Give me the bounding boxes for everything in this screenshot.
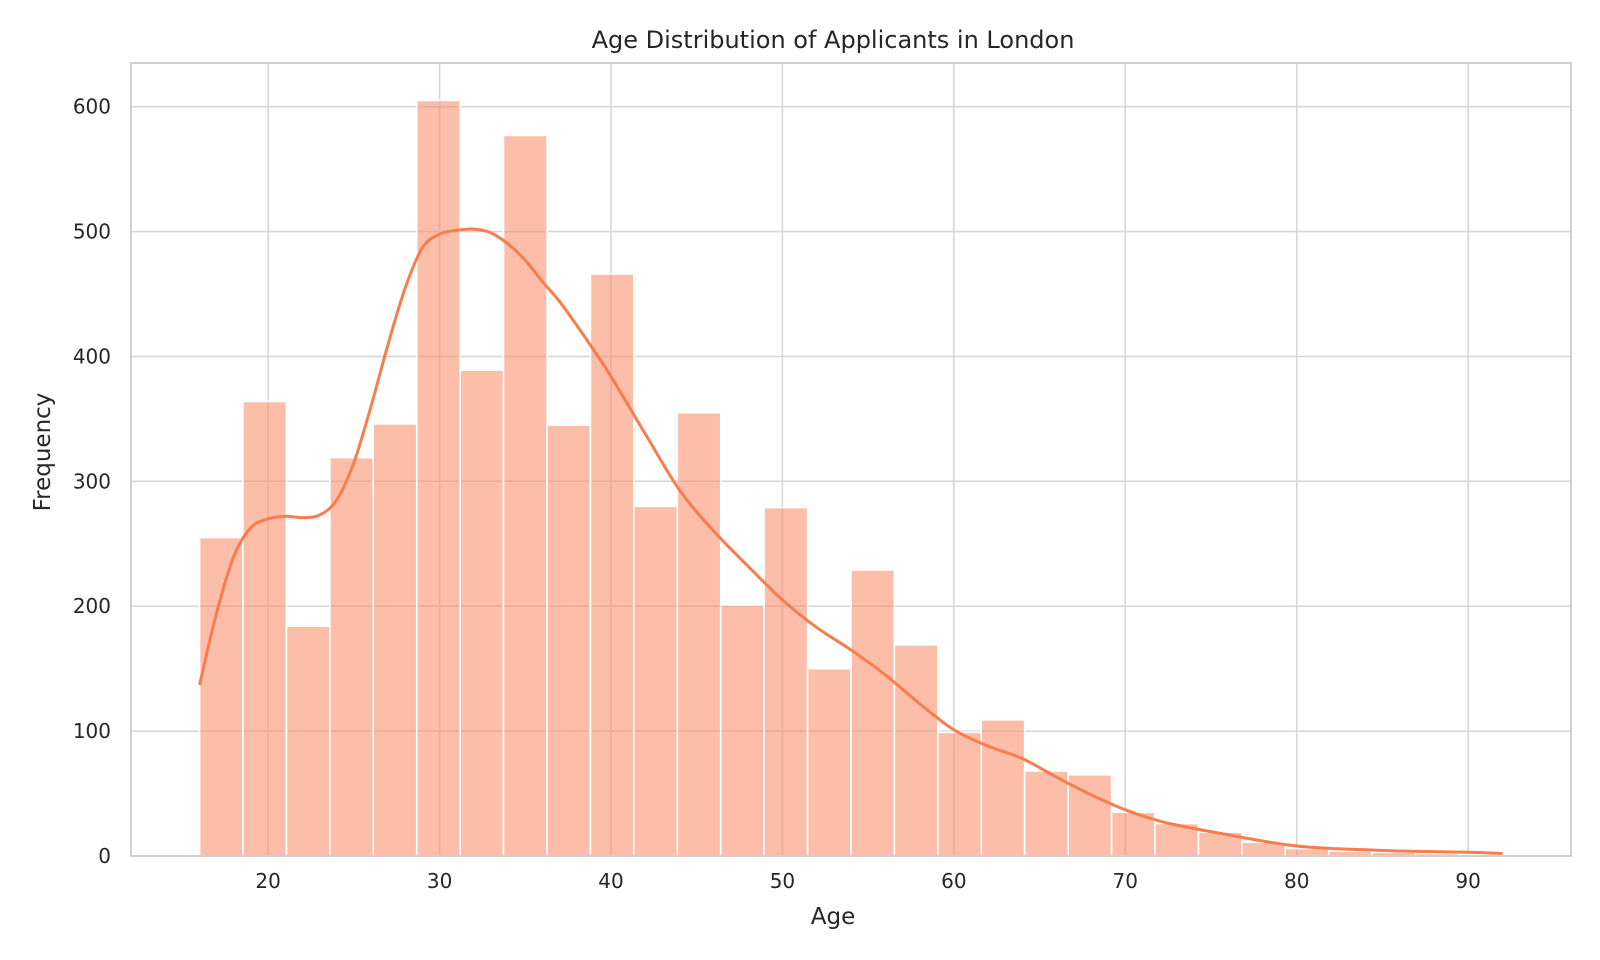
chart-title: Age Distribution of Applicants in London [592,26,1075,54]
x-tick-label: 70 [1113,869,1138,893]
y-tick-label: 100 [73,719,111,743]
histogram-bar [242,400,288,857]
x-tick-label: 90 [1455,869,1480,893]
y-tick-label: 600 [73,95,111,119]
histogram-bar [546,424,592,857]
histogram-bar [285,625,331,857]
histogram-bar [372,423,418,857]
y-tick-label: 0 [98,844,111,868]
x-tick-label: 60 [941,869,966,893]
y-tick-label: 300 [73,469,111,493]
histogram-bar [198,536,244,857]
histogram-bar [676,411,722,857]
y-tick-label: 200 [73,594,111,618]
plot-frame [130,62,1572,857]
x-tick-label: 50 [770,869,795,893]
x-tick-label: 20 [255,869,280,893]
y-axis-label: Frequency [30,393,56,512]
histogram-bar [893,644,939,857]
histogram-bar [632,505,679,857]
x-tick-label: 30 [427,869,452,893]
y-tick-label: 400 [73,344,111,368]
histogram-bar [850,569,896,857]
kde-curve [198,227,1503,856]
histogram-bar [980,719,1026,857]
histogram-bar [806,667,852,857]
y-tick-label: 500 [73,220,111,244]
histogram-bar [329,456,375,857]
histogram-bar [1284,847,1330,857]
histogram-bar [589,273,635,857]
y-axis-ticks: 0 100 200 300 400 500 600 [73,95,111,868]
histogram-bar [719,604,765,857]
histogram-bar [415,99,461,857]
histogram-bar [937,731,983,857]
histogram-bars [198,99,1504,857]
x-tick-label: 40 [598,869,623,893]
x-axis-ticks: 20 30 40 50 60 70 80 90 [255,869,1480,893]
histogram-bar [459,369,505,857]
x-axis-label: Age [811,904,855,930]
histogram-bar [1023,770,1069,857]
histogram-bar [502,134,548,857]
x-tick-label: 80 [1284,869,1309,893]
histogram-bar [763,506,809,857]
